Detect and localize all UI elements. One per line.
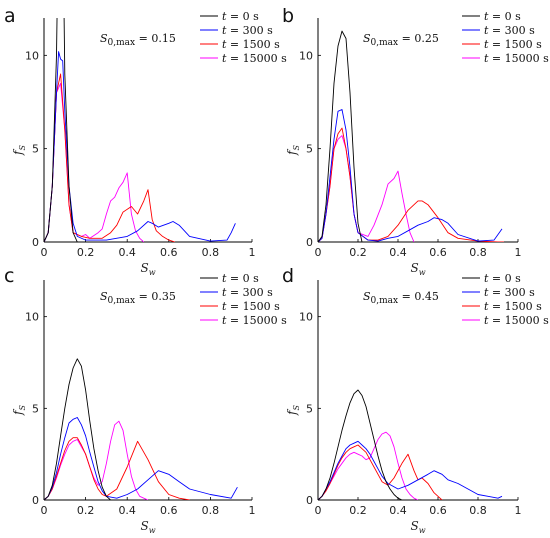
series-line-t-300-s [44, 417, 238, 500]
legend-entry: t = 0 s [484, 10, 521, 23]
y-tick-label: 0 [306, 236, 313, 249]
y-axis-label: fS [11, 145, 27, 156]
legend-entry: t = 300 s [222, 24, 273, 37]
x-tick-label: 0.4 [389, 246, 407, 259]
legend-entry: t = 0 s [222, 10, 259, 23]
legend: t = 0 st = 300 st = 1500 st = 15000 s [462, 272, 549, 327]
y-axis-label: fS [285, 405, 301, 416]
y-tick-label: 10 [299, 311, 313, 324]
legend-entry: t = 1500 s [484, 38, 542, 51]
legend-entry: t = 1500 s [222, 38, 280, 51]
panel-letter: a [4, 5, 16, 27]
legend-entry: t = 15000 s [222, 314, 287, 327]
x-tick-label: 0.6 [429, 504, 447, 517]
legend-entry: t = 1500 s [222, 300, 280, 313]
series-line-t-300-s [44, 51, 236, 242]
legend: t = 0 st = 300 st = 1500 st = 15000 s [200, 272, 287, 327]
legend-entry: t = 300 s [484, 24, 535, 37]
x-tick-label: 1 [249, 504, 256, 517]
panel-letter: c [4, 265, 14, 287]
x-tick-label: 0.6 [429, 246, 447, 259]
series-line-t-1500-s [318, 127, 504, 242]
legend-entry: t = 0 s [222, 272, 259, 285]
panel-letter: b [282, 5, 294, 27]
annotation: S0,max = 0.25 [363, 32, 439, 48]
series-line-t-15000-s [318, 431, 419, 500]
y-axis-label: fS [11, 405, 27, 416]
x-tick-label: 0 [41, 246, 48, 259]
y-axis-label: fS [285, 145, 301, 156]
series-lines [44, 18, 236, 242]
annotation: S0,max = 0.15 [100, 32, 176, 48]
x-tick-label: 0.6 [160, 504, 178, 517]
series-line-t-0-s [44, 18, 78, 242]
x-tick-label: 0.2 [77, 246, 95, 259]
x-tick-label: 0 [41, 504, 48, 517]
x-tick-label: 0.2 [349, 504, 367, 517]
x-axis-label: Sw [140, 261, 155, 277]
legend-entry: t = 300 s [222, 286, 273, 299]
series-line-t-1500-s [44, 73, 176, 242]
legend-entry: t = 300 s [484, 286, 535, 299]
x-tick-label: 0.8 [469, 504, 487, 517]
series-line-t-15000-s [44, 82, 145, 242]
x-tick-label: 0 [315, 246, 322, 259]
legend-entry: t = 15000 s [222, 52, 287, 65]
series-lines [318, 30, 504, 242]
legend: t = 0 st = 300 st = 1500 st = 15000 s [200, 10, 287, 65]
x-tick-label: 0.2 [77, 504, 95, 517]
legend-entry: t = 0 s [484, 272, 521, 285]
y-tick-label: 5 [32, 143, 39, 156]
x-axis-label: Sw [410, 519, 425, 535]
x-tick-label: 1 [515, 504, 522, 517]
x-axis-label: Sw [140, 519, 155, 535]
legend-entry: t = 15000 s [484, 52, 549, 65]
x-tick-label: 0.2 [349, 246, 367, 259]
x-tick-label: 0.8 [469, 246, 487, 259]
x-tick-label: 1 [515, 246, 522, 259]
series-line-t-15000-s [44, 420, 149, 500]
y-tick-label: 5 [306, 402, 313, 415]
x-axis-label: Sw [410, 261, 425, 277]
y-tick-label: 5 [32, 402, 39, 415]
x-tick-label: 0.6 [160, 246, 178, 259]
x-tick-label: 0.4 [118, 504, 136, 517]
series-line-t-300-s [318, 440, 503, 500]
series-line-t-0-s [318, 30, 363, 242]
series-lines [44, 358, 238, 500]
legend-entry: t = 15000 s [484, 314, 549, 327]
y-tick-label: 10 [25, 49, 39, 62]
legend: t = 0 st = 300 st = 1500 st = 15000 s [462, 10, 549, 65]
x-tick-label: 0.8 [202, 504, 220, 517]
series-line-t-1500-s [44, 437, 190, 500]
x-tick-label: 0.8 [202, 246, 220, 259]
y-tick-label: 0 [32, 236, 39, 249]
x-tick-label: 0.4 [389, 504, 407, 517]
series-lines [318, 389, 503, 500]
annotation: S0,max = 0.45 [363, 290, 439, 306]
y-tick-label: 0 [32, 494, 39, 507]
y-tick-label: 10 [25, 311, 39, 324]
y-tick-label: 0 [306, 494, 313, 507]
y-tick-label: 10 [299, 49, 313, 62]
series-line-t-300-s [318, 109, 503, 242]
x-tick-label: 0.4 [118, 246, 136, 259]
series-line-t-0-s [318, 389, 403, 500]
x-tick-label: 0 [315, 504, 322, 517]
panel-letter: d [282, 265, 294, 287]
legend-entry: t = 1500 s [484, 300, 542, 313]
y-tick-label: 5 [306, 143, 313, 156]
series-line-t-0-s [44, 358, 111, 500]
x-tick-label: 1 [249, 246, 256, 259]
annotation: S0,max = 0.35 [100, 290, 176, 306]
